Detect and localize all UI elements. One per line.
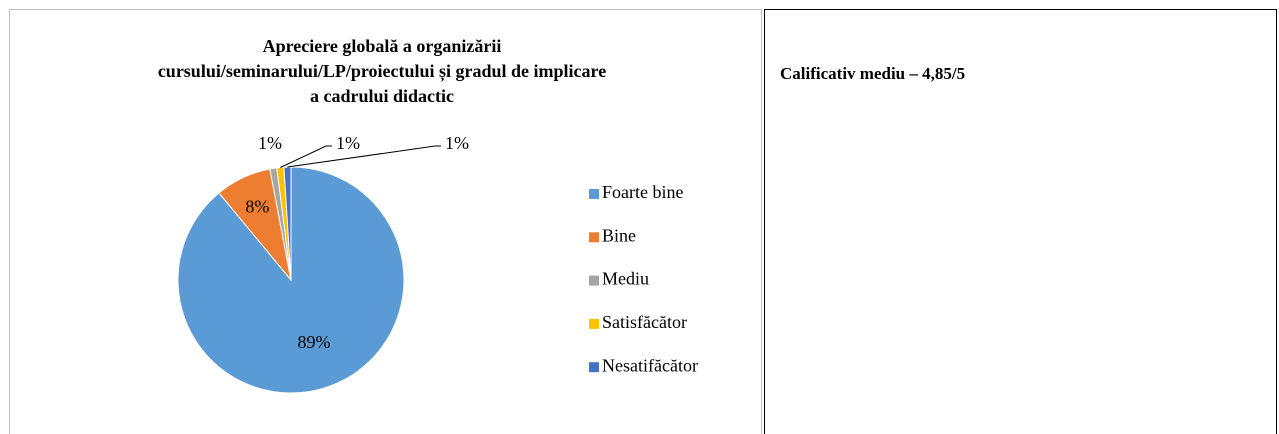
legend-swatch <box>589 362 599 373</box>
leader-line <box>287 145 441 168</box>
chart-cell <box>9 9 762 434</box>
data-label: 8% <box>245 197 269 217</box>
data-label: 89% <box>297 332 330 352</box>
legend-label: Mediu <box>602 269 649 289</box>
legend-swatch <box>589 275 599 286</box>
legend-swatch <box>589 318 599 329</box>
legend-label: Foarte bine <box>602 182 683 202</box>
legend-label: Satisfăcător <box>602 312 687 332</box>
legend-swatch <box>589 189 599 199</box>
chart-title: Apreciere globală a organizării cursului… <box>157 36 607 106</box>
legend-label: Nesatifăcător <box>602 355 698 375</box>
data-label: 1% <box>445 133 469 153</box>
data-label: 1% <box>258 133 282 153</box>
leader-line <box>280 145 332 168</box>
text-cell <box>764 9 1277 434</box>
cell-text: Calificativ mediu – 4,85/5 <box>780 64 966 83</box>
data-label: 1% <box>336 133 360 153</box>
legend-swatch <box>589 232 599 243</box>
legend-label: Bine <box>602 225 636 245</box>
